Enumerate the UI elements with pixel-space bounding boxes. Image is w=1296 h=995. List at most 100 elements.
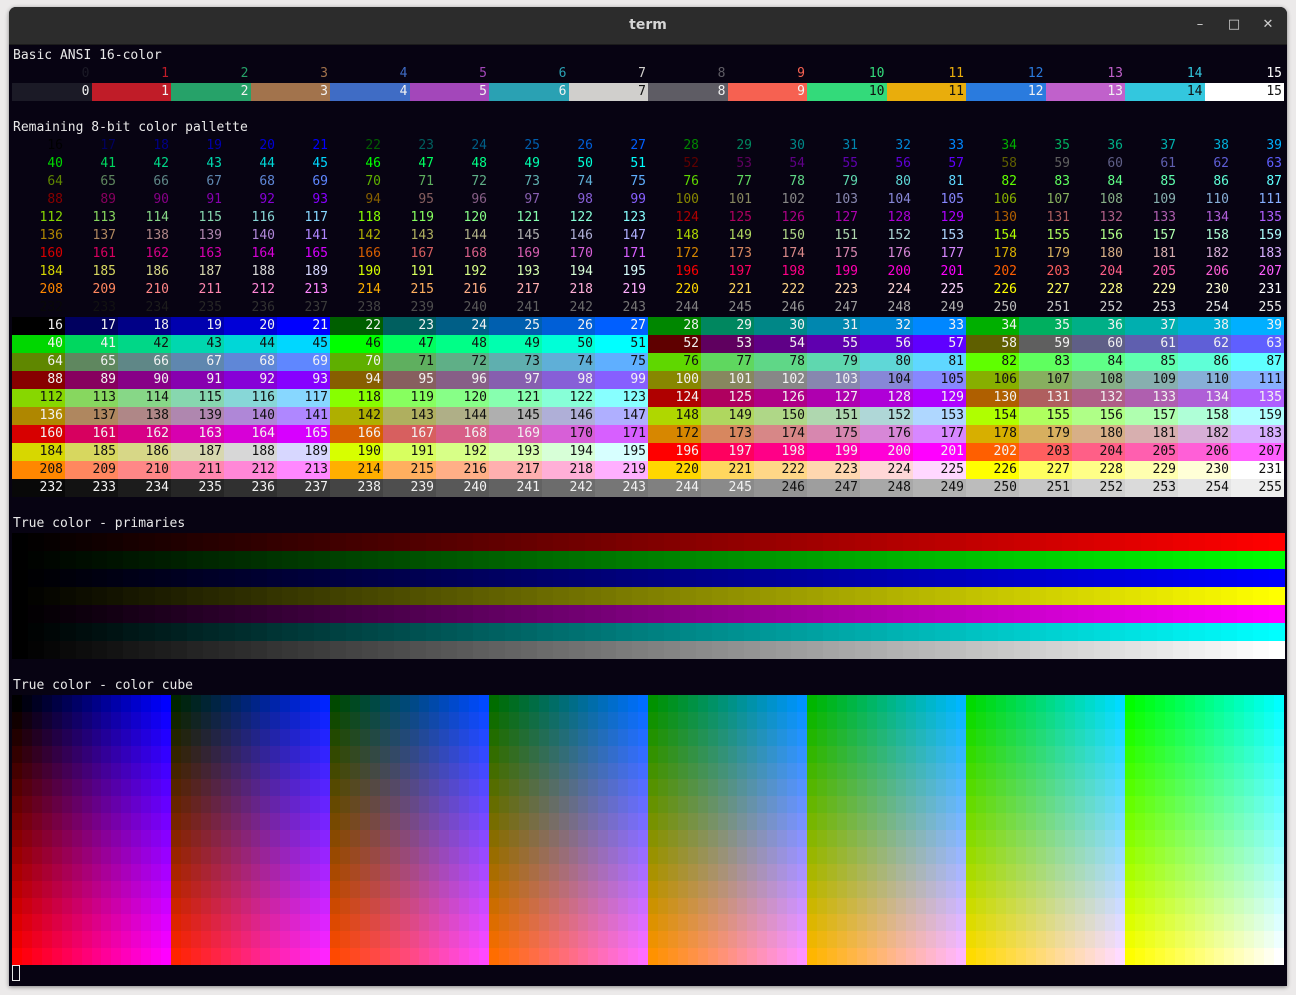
palette-bg-cell-186: 186: [118, 443, 171, 461]
cube-cell: [757, 931, 768, 949]
gradient-step: [12, 641, 28, 659]
cube-cell: [1144, 728, 1155, 746]
palette-fg-cell-210: 210: [145, 282, 169, 297]
cube-cell: [439, 695, 450, 712]
cube-cell: [180, 711, 191, 729]
cube-cell: [1214, 863, 1225, 881]
cube-cell: [81, 796, 92, 814]
cube-cell: [628, 846, 639, 864]
cube-cell: [677, 897, 688, 915]
cube-cell: [747, 745, 758, 763]
cube-cell: [439, 948, 450, 965]
gradient-step: [1252, 587, 1269, 605]
cube-cell: [141, 695, 152, 712]
cube-cell: [250, 728, 261, 746]
gradient-step: [330, 551, 347, 569]
cube-cell: [1134, 745, 1145, 763]
cube-cell: [111, 897, 122, 915]
cube-cell: [101, 830, 112, 847]
cube-cell: [697, 863, 708, 881]
cube-cell: [459, 914, 470, 932]
cube-cell: [459, 931, 470, 949]
cube-cell: [588, 711, 599, 729]
cube-cell: [111, 846, 122, 864]
gradient-step: [695, 641, 712, 659]
cube-cell: [1234, 728, 1245, 746]
cube-cell: [528, 948, 539, 965]
palette-bg-cell-179: 179: [1019, 425, 1072, 443]
cube-cell: [61, 711, 72, 729]
cube-cell: [1065, 914, 1076, 932]
cube-cell: [737, 830, 748, 847]
gradient-step: [966, 605, 983, 623]
gradient-step: [282, 641, 299, 659]
cube-cell: [180, 897, 191, 915]
title-bar[interactable]: term – □ ✕: [9, 7, 1287, 45]
cube-cell: [12, 931, 22, 949]
gradient-step: [998, 569, 1015, 587]
cube-cell: [498, 711, 509, 729]
palette-fg-cell-133: 133: [1152, 210, 1176, 225]
cube-cell: [12, 779, 22, 797]
cube-cell: [330, 813, 340, 830]
palette-fg-cell-135: 135: [1258, 210, 1282, 225]
cube-cell: [320, 779, 330, 797]
cube-cell: [469, 728, 480, 746]
gradient-step: [1204, 587, 1221, 605]
close-icon[interactable]: ✕: [1262, 17, 1274, 32]
gradient-step: [743, 623, 760, 641]
cube-cell: [975, 863, 986, 881]
cube-cell: [330, 796, 340, 814]
palette-fg-cell-176: 176: [887, 246, 911, 261]
palette-fg-cell-99: 99: [630, 192, 646, 207]
gradient-step: [377, 605, 394, 623]
cube-cell: [399, 796, 410, 814]
cube-cell: [657, 846, 668, 864]
cube-cell: [61, 728, 72, 746]
gradient-step: [568, 641, 585, 659]
cube-cell: [1075, 880, 1086, 898]
cube-cell: [479, 880, 489, 898]
cube-cell: [578, 796, 589, 814]
minimize-icon[interactable]: –: [1196, 17, 1204, 32]
gradient-step: [1268, 641, 1285, 659]
cube-cell: [439, 914, 450, 932]
gradient-step: [600, 605, 617, 623]
cube-cell: [409, 796, 420, 814]
gradient-step: [1014, 551, 1030, 569]
maximize-icon[interactable]: □: [1227, 17, 1241, 32]
cube-cell: [598, 745, 609, 763]
cube-cell: [926, 931, 937, 949]
cube-cell: [936, 728, 947, 746]
palette-bg-cell-75: 75: [595, 353, 648, 371]
cube-cell: [51, 728, 62, 746]
cube-cell: [1005, 931, 1016, 949]
cube-cell: [41, 813, 52, 830]
cube-cell: [876, 728, 887, 746]
palette-fg-cell-239: 239: [410, 300, 434, 315]
cube-cell: [608, 830, 619, 847]
cube-cell: [469, 948, 480, 965]
cube-cell: [777, 813, 788, 830]
cube-cell: [1035, 762, 1046, 780]
cube-cell: [1264, 728, 1275, 746]
cube-cell: [1095, 880, 1106, 898]
gradient-step: [839, 587, 856, 605]
cube-cell: [1184, 897, 1195, 915]
cube-cell: [1045, 779, 1056, 797]
palette-fg-cell-151: 151: [834, 228, 858, 243]
cube-cell: [151, 728, 162, 746]
cube-cell: [310, 931, 321, 949]
cube-cell: [190, 931, 201, 949]
cube-cell: [638, 728, 648, 746]
gradient-step: [346, 533, 362, 551]
palette-bg-cell-165: 165: [277, 425, 330, 443]
cube-cell: [1224, 711, 1235, 729]
ansi-fg-cell-12: 12: [1027, 66, 1044, 81]
ansi-bg-cell-6: 6: [489, 83, 569, 101]
gradient-step: [361, 587, 378, 605]
cube-cell: [1164, 813, 1175, 830]
palette-bg-cell-82: 82: [966, 353, 1019, 371]
cube-cell: [51, 813, 62, 830]
